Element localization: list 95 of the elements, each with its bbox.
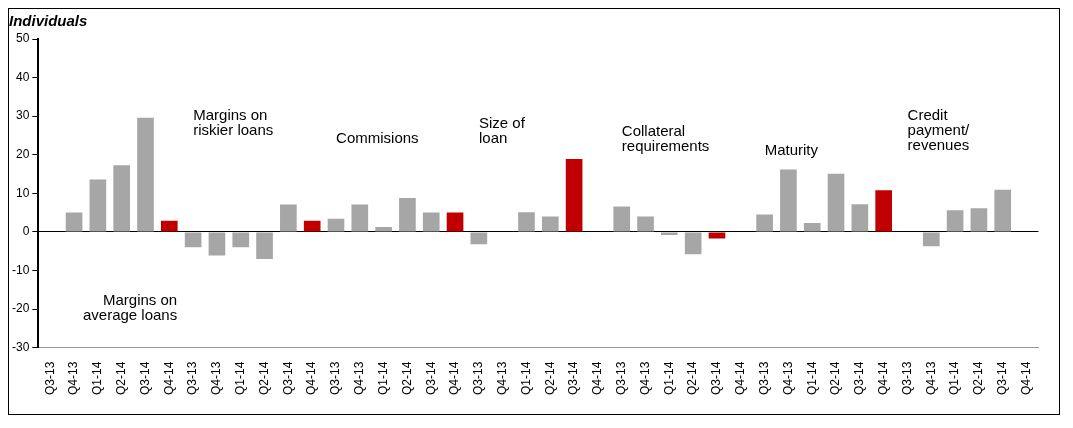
x-tick-label: Q4-13 <box>780 361 795 396</box>
x-tick-label: Q3-13 <box>614 361 629 396</box>
bar <box>375 226 392 232</box>
chart-title: Individuals <box>9 12 88 30</box>
x-tick-label: Q4-13 <box>923 361 938 396</box>
annotation: Credit payment/ revenues <box>907 106 971 154</box>
y-tick-label: 10 <box>15 185 30 200</box>
bar <box>970 208 988 232</box>
bar <box>113 165 131 232</box>
x-tick-label: Q3-13 <box>328 361 343 396</box>
bar <box>827 173 845 232</box>
bar <box>232 232 250 248</box>
bar <box>708 232 726 239</box>
x-tick-label: Q2-14 <box>685 361 700 396</box>
bar <box>803 223 821 232</box>
bar <box>637 216 654 232</box>
x-tick-label: Q2-14 <box>256 361 271 396</box>
bar <box>256 232 273 259</box>
y-tick-label: 30 <box>15 108 30 123</box>
x-tick-label: Q3-14 <box>995 361 1010 396</box>
x-tick-label: Q4-14 <box>447 361 462 396</box>
x-tick-label: Q3-14 <box>280 361 295 396</box>
x-tick-label: Q3-13 <box>899 361 914 396</box>
x-tick-label: Q1-14 <box>947 361 962 396</box>
bar <box>922 232 940 247</box>
x-tick-label: Q1-14 <box>518 361 533 396</box>
bar <box>541 216 559 232</box>
x-tick-label: Q1-14 <box>804 361 819 396</box>
annotation: Collateral requirements <box>621 121 710 154</box>
x-tick-label: Q4-14 <box>590 361 605 396</box>
x-tick-label: Q2-14 <box>114 361 128 396</box>
x-tick-label: Q4-14 <box>733 361 748 396</box>
x-tick-label: Q3-13 <box>42 361 57 396</box>
annotation: Margins on average loans <box>82 291 178 324</box>
bar <box>851 204 869 232</box>
annotation: Margins on riskier loans <box>193 106 274 139</box>
x-tick-label: Q3-13 <box>185 361 200 396</box>
bar <box>780 169 797 232</box>
x-tick-label: Q2-14 <box>828 361 843 396</box>
x-tick-label: Q1-14 <box>661 361 676 396</box>
bar <box>422 212 440 232</box>
x-tick-label: Q2-14 <box>971 361 986 396</box>
y-tick-label: -30 <box>12 339 30 354</box>
bar <box>327 218 345 232</box>
x-tick-label: Q3-14 <box>566 361 581 396</box>
bar <box>399 197 416 232</box>
bar <box>875 190 892 232</box>
x-tick-label: Q3-13 <box>756 361 771 396</box>
bar <box>684 232 702 255</box>
x-tick-label: Q1-14 <box>375 361 390 396</box>
bar <box>756 214 773 232</box>
x-tick-label: Q3-13 <box>471 361 486 396</box>
annotation: Maturity <box>764 140 819 158</box>
x-tick-label: Q1-14 <box>233 361 248 396</box>
bar <box>661 232 678 235</box>
x-tick-label: Q3-14 <box>137 361 152 396</box>
x-tick-label: Q2-14 <box>542 361 557 396</box>
y-tick-label: 20 <box>15 147 30 162</box>
x-tick-label: Q4-13 <box>209 361 224 396</box>
bar <box>137 117 154 232</box>
bar <box>89 179 107 232</box>
y-tick-label: 40 <box>15 69 30 84</box>
bar <box>446 212 464 232</box>
bar <box>208 232 226 256</box>
y-tick-label: 50 <box>15 31 30 46</box>
y-tick-label: -10 <box>12 262 30 277</box>
x-tick-label: Q4-13 <box>637 361 652 396</box>
x-tick-label: Q4-14 <box>875 361 890 396</box>
x-tick-label: Q2-14 <box>399 361 414 396</box>
x-tick-label: Q4-14 <box>161 361 176 396</box>
bar <box>565 158 583 232</box>
bar <box>470 232 488 245</box>
x-tick-label: Q4-13 <box>66 361 81 396</box>
x-tick-label: Q3-14 <box>709 361 724 396</box>
bar <box>518 212 535 232</box>
x-tick-label: Q4-14 <box>1018 361 1033 396</box>
bar <box>946 210 964 232</box>
bar <box>994 189 1012 232</box>
annotation: Size of loan <box>478 113 526 146</box>
bar <box>65 212 83 232</box>
bar <box>303 220 321 232</box>
x-tick-label: Q3-14 <box>852 361 867 396</box>
x-tick-label: Q3-14 <box>423 361 438 396</box>
x-tick-label: Q4-13 <box>352 361 367 396</box>
x-tick-label: Q4-13 <box>494 361 509 396</box>
bar <box>184 232 202 248</box>
y-tick-label: 0 <box>22 224 30 239</box>
x-tick-label: Q1-14 <box>90 361 105 396</box>
bar <box>613 206 631 232</box>
bar <box>280 204 297 232</box>
y-tick-label: -20 <box>12 301 30 316</box>
annotation: Commisions <box>336 129 419 147</box>
bar <box>160 220 178 232</box>
x-tick-label: Q4-14 <box>304 361 319 396</box>
bar <box>351 204 369 232</box>
